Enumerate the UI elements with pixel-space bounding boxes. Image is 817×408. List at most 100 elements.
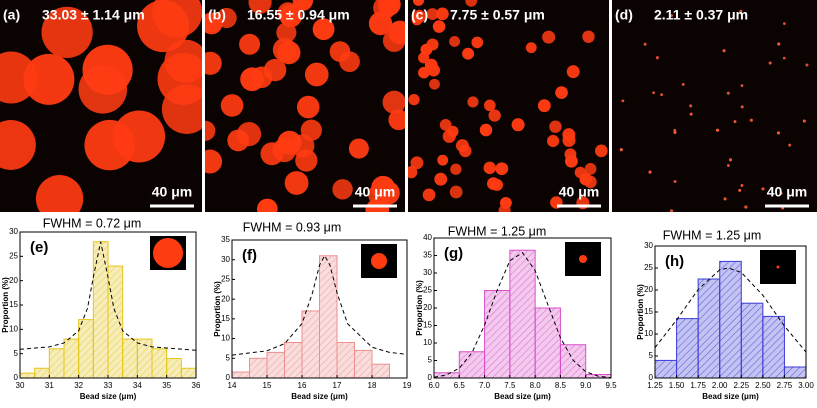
bead [408, 93, 420, 106]
x-tick-label: 31 [45, 381, 54, 390]
bead [733, 120, 737, 124]
micrograph [612, 0, 817, 212]
bar [301, 310, 320, 379]
bead [257, 198, 278, 212]
y-tick-label: 25 [644, 263, 653, 272]
bead [738, 188, 742, 192]
bead [584, 175, 597, 189]
bar [484, 290, 511, 379]
scale-label: 40 μm [767, 184, 807, 200]
y-tick-label: 20 [221, 294, 230, 303]
y-tick-label: 10 [423, 338, 432, 347]
bead [689, 104, 693, 108]
bar [19, 372, 36, 379]
bead [436, 7, 449, 21]
bead [574, 166, 587, 179]
panel-label: (a) [3, 7, 20, 23]
x-tick-label: 35 [162, 381, 171, 390]
bead [740, 84, 744, 87]
bead [723, 197, 727, 201]
y-axis-title: Proportion (%) [213, 281, 222, 337]
x-tick-label: 15 [263, 381, 272, 390]
x-tick-label: 7.5 [504, 381, 516, 390]
bead [295, 149, 318, 172]
panel-label: (b) [208, 7, 226, 23]
bead [388, 20, 405, 44]
x-tick-label: 9.5 [605, 381, 617, 390]
bead [619, 148, 623, 152]
bead [450, 163, 462, 175]
bead [488, 109, 501, 122]
bar [534, 307, 561, 379]
y-tick-label: 15 [644, 307, 653, 316]
bead [749, 118, 753, 122]
x-tick-label: 19 [403, 381, 412, 390]
bead [312, 18, 335, 41]
bead [284, 171, 309, 195]
y-tick-label: 5 [428, 356, 433, 365]
bead [788, 143, 792, 147]
bead [782, 56, 786, 60]
y-tick-label: 25 [423, 286, 432, 295]
bead [412, 0, 425, 6]
y-tick-label: 30 [9, 227, 18, 236]
bead [525, 42, 537, 54]
bar [249, 357, 268, 379]
x-tick-label: 2.25 [733, 381, 749, 390]
bead [483, 161, 496, 175]
bead [113, 110, 166, 163]
bead [673, 130, 677, 134]
x-tick-label: 1.50 [669, 381, 685, 390]
bead [537, 99, 551, 113]
x-tick-label: 14 [228, 381, 237, 390]
bead [655, 56, 659, 60]
y-tick-label: 20 [644, 285, 653, 294]
bead [442, 129, 456, 143]
bead [722, 49, 726, 53]
bar [783, 366, 807, 379]
fwhm-title: FWHM = 1.25 μm [663, 228, 762, 242]
bead [499, 197, 512, 209]
y-axis-title: Proportion (%) [415, 280, 424, 336]
y-tick-label: 30 [644, 241, 653, 250]
x-tick-label: 33 [104, 381, 113, 390]
bead [427, 63, 441, 77]
bead [382, 90, 405, 114]
scale-label: 40 μm [559, 184, 599, 200]
x-tick-label: 1.75 [690, 381, 706, 390]
x-tick-label: 2.00 [712, 381, 728, 390]
bead [248, 0, 272, 14]
bead [0, 51, 38, 104]
panel-label: (h) [665, 253, 684, 270]
fwhm-title: FWHM = 0.93 μm [243, 220, 342, 234]
micrograph [205, 0, 405, 212]
y-tick-label: 10 [9, 324, 18, 333]
x-axis-title: Bead size (μm) [702, 392, 759, 401]
inset-bead [371, 253, 387, 269]
bead [744, 205, 748, 209]
x-tick-label: 8.0 [530, 381, 542, 390]
panel-label: (e) [30, 239, 48, 256]
bead [483, 99, 496, 112]
y-tick-label: 0 [14, 373, 19, 382]
y-tick-label: 0 [428, 373, 433, 382]
bar [319, 255, 338, 379]
bar [676, 318, 699, 379]
bead [216, 7, 237, 29]
inset-bead [153, 238, 183, 268]
bead [726, 91, 730, 95]
y-tick-label: 25 [9, 251, 18, 260]
bead [660, 93, 664, 97]
x-tick-label: 17 [333, 381, 342, 390]
bar [559, 344, 587, 379]
bead [584, 163, 597, 175]
bead [276, 22, 297, 43]
bar [458, 351, 486, 379]
bead [487, 177, 500, 191]
y-tick-label: 35 [423, 251, 432, 260]
bead [779, 191, 783, 195]
x-tick-label: 2.75 [777, 381, 793, 390]
bead [648, 170, 652, 174]
bead [0, 120, 36, 170]
